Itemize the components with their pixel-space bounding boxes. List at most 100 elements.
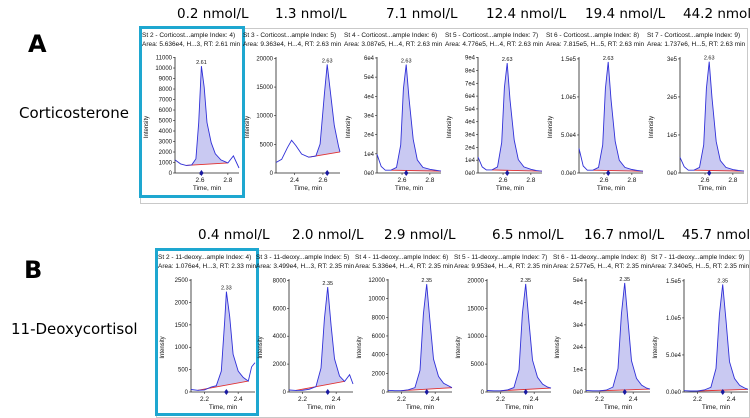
chromatogram-info-b6: Area: 7.340e5, H...5, RT: 2.35 min [651,263,750,270]
x-tick-label-b3-1: 2.4 [431,396,440,403]
chromatogram-info-b2: Area: 3.499e4, H...3, RT: 2.35 min [256,263,355,270]
x-axis-title-a6: Time, min [698,185,727,192]
chromatogram-row-a [140,28,748,204]
y-axis-title-a4: Intensity [447,116,453,138]
peak-area-b6 [697,284,748,391]
x-tick-label-a2-0: 2.4 [290,177,299,184]
concentration-label-b3: 2.9 nmol/L [384,227,456,243]
y-tick-label-a3-0: 0e0 [364,171,375,177]
x-tick-label-a5-1: 2.8 [627,177,636,184]
apex-label-a2: 2.63 [322,58,333,64]
peak-area-a1 [186,66,228,166]
peak-area-b5 [599,282,650,391]
chromatogram-header-a6: St 7 - Corticost...ample Index: 9) [647,32,741,39]
x-tick-label-a4-1: 2.8 [526,177,535,184]
y-tick-label-a2-1: 5000 [260,142,274,148]
chromatogram-info-a6: Area: 1.737e6, H...5, RT: 2.63 min [647,41,746,48]
y-tick-label-b3-4: 8000 [372,315,386,321]
x-tick-label-a6-0: 2.6 [701,177,710,184]
y-tick-label-a4-3: 3e4 [465,133,476,139]
y-tick-label-b5-5: 5e4 [573,278,584,284]
y-tick-label-a4-2: 2e4 [465,145,476,151]
x-axis-title-b4: Time, min [505,404,534,411]
trace-line-a3 [376,64,442,172]
y-tick-label-b2-1: 2000 [273,362,287,368]
x-axis-title-a1: Time, min [193,185,222,192]
y-tick-label-b3-3: 6000 [372,334,386,340]
x-tick-label-a2-1: 2.6 [318,177,327,184]
y-tick-label-b3-6: 12000 [368,278,385,284]
y-tick-label-b6-3: 1.5e5 [666,279,682,285]
y-tick-label-a5-0: 0.0e0 [561,171,577,177]
concentration-label-b2: 2.0 nmol/L [292,227,364,243]
y-axis-title-b6: Intensity [653,336,659,358]
y-tick-label-a1-6: 6000 [159,108,173,114]
y-axis-title-a2: Intensity [245,116,251,138]
y-tick-label-b2-3: 6000 [273,306,287,312]
y-tick-label-b5-0: 0e0 [573,390,584,396]
trace-line-b2 [288,286,354,391]
trace-line-a5 [578,61,644,172]
x-tick-label-b2-1: 2.4 [332,396,341,403]
chromatogram-info-a1: Area: 5.636e4, H...3, RT: 2.61 min [142,41,241,48]
y-tick-label-b5-3: 3e4 [573,323,584,329]
x-axis-title-b6: Time, min [702,404,731,411]
chromatogram-info-b4: Area: 9.953e4, H...4, RT: 2.35 min [454,263,553,270]
y-tick-label-a1-10: 10000 [155,66,172,72]
chromatogram-info-b3: Area: 5.336e4, H...4, RT: 2.35 min [355,263,454,270]
selection-highlight-a1[interactable] [139,26,245,198]
x-axis-title-a3: Time, min [395,185,424,192]
y-tick-label-b6-0: 0.0e0 [666,390,682,396]
chromatogram-info-a4: Area: 4.776e5, H...4, RT: 2.63 min [445,41,544,48]
y-tick-label-b3-0: 0 [382,390,386,396]
x-axis-title-a2: Time, min [294,185,323,192]
y-axis-title-a3: Intensity [346,116,352,138]
chromatogram-a4: 0e0 1e4 2e4 3e4 4e4 5e4 6e4 7e4 8e4 9e4 2.6 2.8Time… [447,56,543,192]
trace-line-a1 [174,66,240,169]
y-tick-label-a4-5: 5e4 [465,107,476,113]
x-tick-label-b1-1: 2.4 [234,396,243,403]
y-tick-label-a1-3: 3000 [159,140,173,146]
y-tick-label-a1-7: 7000 [159,98,173,104]
integration-baseline-a5 [592,169,644,172]
y-tick-label-b1-1: 500 [178,368,189,374]
y-tick-label-a1-5: 5000 [159,119,173,125]
y-tick-label-b1-2: 1000 [175,345,189,351]
y-tick-label-b2-0: 0 [283,390,287,396]
concentration-label-a3: 7.1 nmol/L [386,6,458,22]
y-tick-label-b1-5: 2500 [175,278,189,284]
y-tick-label-a1-8: 8000 [159,87,173,93]
y-axis-title-a5: Intensity [548,116,554,138]
x-axis-title-b2: Time, min [307,404,336,411]
y-tick-label-b1-0: 0 [185,390,189,396]
retention-marker-a5 [606,170,611,176]
y-tick-label-a3-2: 2e4 [364,133,375,139]
y-tick-label-b4-1: 5000 [471,362,485,368]
y-tick-label-b4-4: 20000 [467,278,484,284]
x-tick-label-a1-1: 2.8 [223,177,232,184]
chromatogram-header-a5: St 6 - Corticost...ample Index: 8) [546,32,640,39]
trace-line-b1 [190,291,256,391]
chromatogram-header-a1: St 2 - Corticost...ample Index: 4) [142,32,236,39]
y-tick-label-a4-8: 8e4 [465,68,476,74]
chromatogram-a1: 0 1000 2000 3000 4000 5000 6000 7000 8000 9000 100… [144,56,240,192]
apex-label-a6: 2.63 [704,56,715,62]
selection-highlight-b1[interactable] [155,248,259,416]
concentration-label-b4: 6.5 nmol/L [492,227,564,243]
y-tick-label-a4-6: 6e4 [465,94,476,100]
y-tick-label-b2-4: 8000 [273,278,287,284]
x-axis-title-a4: Time, min [496,185,525,192]
concentration-label-a5: 19.4 nmol/L [585,6,666,22]
y-tick-label-a6-0: 0e0 [667,171,678,177]
x-tick-label-b6-0: 2.2 [693,396,702,403]
x-tick-label-a6-1: 2.8 [728,177,737,184]
y-tick-label-a4-9: 9e4 [465,56,476,62]
integration-baseline-a1 [186,162,228,166]
apex-label-b3: 2.35 [421,278,432,284]
x-tick-label-b4-0: 2.2 [496,396,505,403]
integration-baseline-a6 [693,169,745,172]
trace-line-b5 [585,282,651,392]
y-tick-label-a6-3: 3e5 [667,57,678,63]
